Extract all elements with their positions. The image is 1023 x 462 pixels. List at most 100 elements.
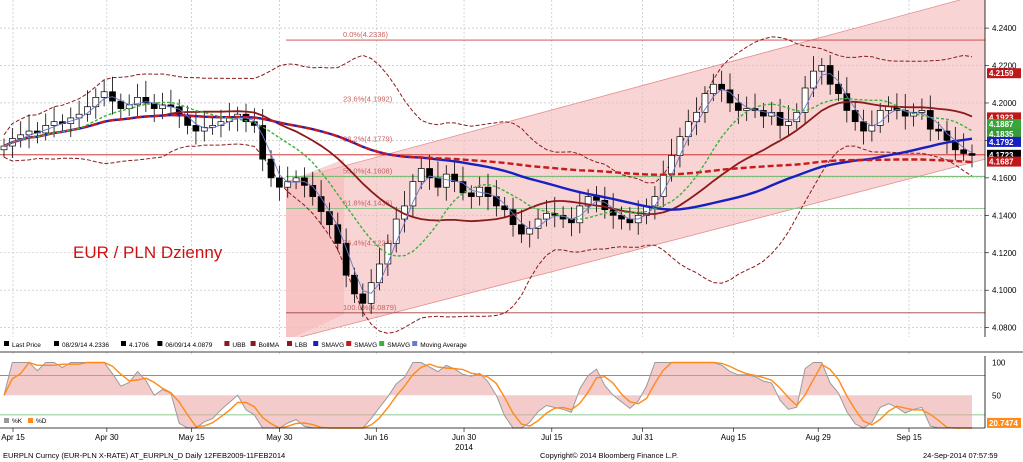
legend-label: 06/09/14 4.0879 xyxy=(165,342,212,349)
candle-body xyxy=(442,173,450,188)
candle-body xyxy=(134,97,141,106)
candle-body xyxy=(284,181,292,188)
legend-background xyxy=(0,337,985,352)
candle-body xyxy=(826,65,834,85)
candle-body xyxy=(276,177,283,188)
candle-body xyxy=(17,134,25,139)
candle-body xyxy=(409,181,417,207)
price-tick-label: 4.2400 xyxy=(992,24,1017,33)
time-tick-label: Sep 15 xyxy=(896,433,922,442)
stochastic-panel: 100504.35720.7474%K%D xyxy=(0,356,1021,429)
candle-body xyxy=(467,192,475,197)
candle-body xyxy=(801,87,809,113)
legend-swatch xyxy=(4,418,9,423)
osc-legend-k: %K xyxy=(12,418,23,425)
price-tag xyxy=(987,68,1021,79)
candle-body xyxy=(376,263,383,284)
candle-body xyxy=(342,243,350,276)
time-tick-label: Jun 16 xyxy=(364,433,389,442)
candle-body xyxy=(785,121,792,126)
price-tick-label: 4.1400 xyxy=(992,211,1017,220)
candle-body xyxy=(601,199,609,211)
legend-swatch xyxy=(224,341,230,346)
candle-body xyxy=(734,102,742,111)
candle-body xyxy=(117,100,125,109)
legend-swatch xyxy=(379,341,385,346)
candle-body xyxy=(509,209,517,226)
price-tag-label: 4.1835 xyxy=(989,130,1014,139)
legend-label: BollMA xyxy=(259,342,280,349)
legend-swatch xyxy=(250,341,256,346)
legend-label: Moving Average xyxy=(420,342,467,349)
osc-tick-label: 50 xyxy=(992,391,1001,400)
footer: EURPLN Curncy (EUR-PLN X-RATE) AT_EURPLN… xyxy=(3,451,998,460)
legend-swatch xyxy=(313,341,319,346)
candle-body xyxy=(200,126,208,132)
legend-label: SMAVG xyxy=(354,342,377,349)
price-tag xyxy=(987,128,1021,139)
candle-body xyxy=(267,158,275,179)
candle-body xyxy=(259,125,267,160)
candle-body xyxy=(184,115,191,126)
candle-body xyxy=(159,104,166,109)
price-tag xyxy=(987,136,1021,147)
fib-label: 50.0%(4.1608) xyxy=(343,166,393,175)
candle-body xyxy=(718,83,726,91)
candle-body xyxy=(434,177,442,188)
price-tick-label: 4.1600 xyxy=(992,174,1017,183)
osc-legend-d: %D xyxy=(36,418,47,425)
candle-body xyxy=(317,196,325,212)
candle-body xyxy=(459,181,467,194)
legend-swatch xyxy=(412,341,418,346)
candle-body xyxy=(526,228,534,235)
time-tick-label: Aug 15 xyxy=(721,433,747,442)
candle-body xyxy=(935,128,942,132)
candle-body xyxy=(659,173,667,197)
candle-body xyxy=(142,97,150,104)
candle-body xyxy=(426,168,433,179)
candle-body xyxy=(618,214,625,220)
candle-body xyxy=(876,110,884,126)
candle-body xyxy=(626,218,634,224)
candle-body xyxy=(584,196,592,207)
legend-label: 4.1706 xyxy=(129,342,149,349)
legend-swatch xyxy=(287,341,292,346)
lower-bollinger-band xyxy=(3,143,973,334)
candle-body xyxy=(960,149,968,154)
d-line xyxy=(3,361,972,429)
time-tick-label: Apr 15 xyxy=(1,433,25,442)
legend-swatch xyxy=(121,341,126,346)
price-tag-label: 4.1887 xyxy=(989,120,1014,129)
candle-body xyxy=(709,83,717,94)
candle-body xyxy=(810,70,817,89)
price-tag xyxy=(987,119,1021,130)
legend-label: LBB xyxy=(295,342,307,349)
price-tag-label: 4.1792 xyxy=(989,138,1014,147)
legend-swatch xyxy=(157,341,163,346)
candle-body xyxy=(676,136,684,156)
candle-body xyxy=(684,121,692,138)
time-tick-label: Apr 30 xyxy=(95,433,119,442)
candle-body xyxy=(693,111,700,123)
candle-body xyxy=(651,196,659,207)
candle-body xyxy=(250,121,258,126)
price-tag-label: 4.1923 xyxy=(989,113,1014,122)
candle-body xyxy=(417,168,425,182)
price-tick-label: 4.2200 xyxy=(992,62,1017,71)
candle-body xyxy=(701,93,709,113)
osc-tag-label: 20.7474 xyxy=(989,419,1018,428)
candle-body xyxy=(743,108,751,111)
candle-body xyxy=(359,293,367,304)
candle-body xyxy=(42,125,50,134)
candle-body xyxy=(292,177,300,182)
price-tag xyxy=(987,156,1021,167)
candle-body xyxy=(326,211,333,226)
legend-label: UBB xyxy=(232,342,245,349)
candle-body xyxy=(818,65,826,72)
candle-body xyxy=(918,110,926,113)
k-fill xyxy=(4,362,972,428)
time-tick-label: May 30 xyxy=(266,433,293,442)
sma-red-dashed-line xyxy=(3,113,973,176)
legend-label: 08/29/14 4.2336 xyxy=(62,342,109,349)
